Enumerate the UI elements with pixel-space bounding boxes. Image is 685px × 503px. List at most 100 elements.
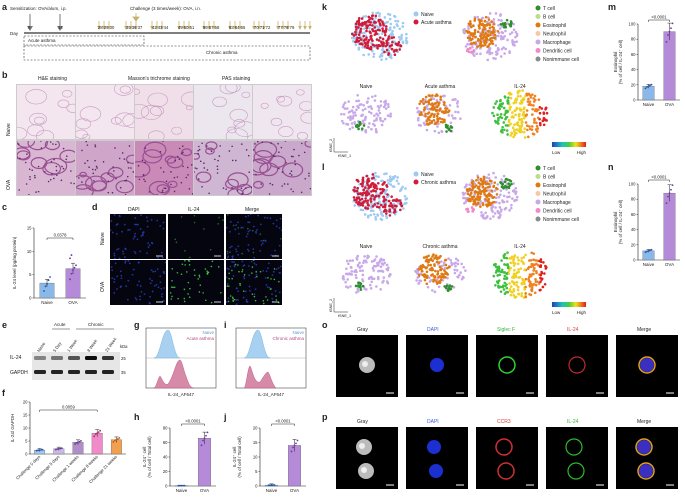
dapi-spot	[133, 235, 136, 238]
tsne-disease-cell	[358, 36, 361, 40]
tsne-il24-cell	[519, 109, 522, 112]
il24-spot	[171, 268, 174, 270]
cell-nucleus	[70, 182, 72, 184]
dapi-spot	[131, 273, 134, 276]
dapi-spot	[138, 280, 141, 283]
cell-nucleus	[197, 149, 200, 152]
cell-nucleus	[118, 157, 121, 160]
il24-spot	[180, 273, 183, 275]
tsne-macrophage-cell	[343, 101, 347, 104]
tsne-il24-cell	[525, 109, 529, 112]
tsne-macrophage-cell	[382, 105, 386, 109]
dapi-spot	[118, 257, 121, 259]
cell-nucleus	[114, 147, 116, 149]
il24-spot	[197, 278, 200, 280]
cell-nucleus	[138, 178, 141, 181]
tsne-eosinophil-cell	[483, 181, 487, 184]
tsne-naive-cell	[400, 37, 403, 40]
d-header-il24: IL-24	[188, 207, 200, 213]
challenge-arrow-head	[257, 26, 261, 30]
tsne-naive-cell	[401, 41, 405, 45]
tsne-il24-cell	[524, 292, 527, 295]
dapi-spot	[247, 214, 250, 217]
tsne-dendritic-cell	[467, 50, 471, 54]
bar	[642, 86, 655, 101]
dapi-spot	[134, 297, 137, 299]
tsne-macrophage-cell	[451, 98, 454, 102]
data-point	[93, 435, 96, 438]
tsne-eosinophil-cell	[442, 103, 446, 106]
tsne-macrophage-cell	[356, 264, 360, 268]
tsne-naive-cell	[397, 182, 400, 185]
tsne-dendritic-cell	[471, 210, 475, 213]
dapi-spot	[116, 223, 119, 225]
dapi-spot	[139, 295, 142, 298]
tsne-naive-cell	[351, 39, 355, 43]
cell-nucleus	[141, 159, 144, 162]
tsne-naive-cell	[378, 208, 382, 211]
cell-nucleus	[283, 183, 286, 185]
cell-nucleus	[35, 191, 37, 193]
tsne-eosinophil-cell	[427, 111, 431, 114]
il24-spot	[265, 296, 267, 298]
y-tick-label: 10	[23, 426, 28, 431]
dapi-spot	[161, 256, 164, 259]
legend-dot	[535, 39, 541, 45]
tsne-eosinophil-cell	[479, 192, 483, 196]
challenge-arrow-head	[97, 26, 101, 30]
cell-nucleus	[163, 187, 165, 189]
tsne-macrophage-cell	[466, 42, 469, 46]
dapi-spot	[115, 233, 118, 235]
tsne-naive-cell	[380, 32, 384, 35]
cell-nucleus	[300, 142, 303, 145]
dapi-spot	[132, 268, 135, 271]
tsne-disease-cell	[370, 190, 373, 193]
tsne-macrophage-cell	[505, 200, 509, 203]
cell-image-header: Siglec F	[497, 327, 516, 333]
tsne-disease-cell	[371, 194, 375, 197]
cell-nucleus	[206, 169, 209, 171]
tsne-il24-cell	[527, 135, 530, 139]
data-point	[72, 269, 74, 271]
tsne-il24-cell	[516, 262, 520, 266]
il24-spot	[231, 277, 233, 280]
challenge-arrow-head	[207, 26, 211, 30]
tsne-macrophage-cell	[514, 30, 518, 34]
legend-cell-label: Nonimmune cell	[543, 57, 579, 63]
tsne-macrophage-cell	[496, 183, 500, 186]
tsne-macrophage-cell	[371, 266, 375, 270]
tsne-il24-cell	[502, 121, 506, 124]
tsne-macrophage-cell	[432, 97, 436, 101]
tsne-naive-cell	[385, 216, 389, 220]
tsne-macrophage-cell	[455, 269, 459, 272]
tsne-macrophage-cell	[366, 100, 369, 103]
il24-spot	[270, 278, 272, 280]
cell-image-header: Gray	[357, 327, 368, 333]
tissue-structure	[219, 85, 238, 95]
tsne-x-label: tSNE_1	[338, 314, 351, 318]
tsne-eosinophil-cell	[492, 22, 495, 26]
tsne-eosinophil-cell	[487, 30, 490, 33]
tsne-macrophage-cell	[500, 36, 503, 40]
cell-nucleus	[176, 155, 179, 158]
tsne-tcell	[502, 25, 506, 29]
tsne-naive-cell	[374, 218, 378, 221]
data-point	[646, 86, 648, 88]
timeline-graphic	[23, 13, 312, 61]
tsne-macrophage-cell	[511, 41, 514, 44]
tsne-naive-cell	[375, 175, 378, 178]
dapi-spot	[126, 298, 129, 301]
il24-spot	[255, 271, 258, 273]
tissue-structure	[76, 118, 92, 130]
dapi-spot	[229, 220, 232, 223]
tissue-structure	[27, 124, 44, 137]
tsne-il24-cell	[522, 106, 526, 110]
y-axis-label: Eosinophil	[613, 52, 618, 73]
tsne-il24-cell	[515, 122, 519, 126]
cell-nucleus	[191, 193, 193, 195]
tsne-il24-cell	[517, 292, 520, 296]
bar	[663, 192, 676, 261]
tsne-disease-cell	[382, 210, 386, 213]
cell-nucleus	[294, 163, 297, 166]
cell-nucleus	[91, 168, 94, 171]
